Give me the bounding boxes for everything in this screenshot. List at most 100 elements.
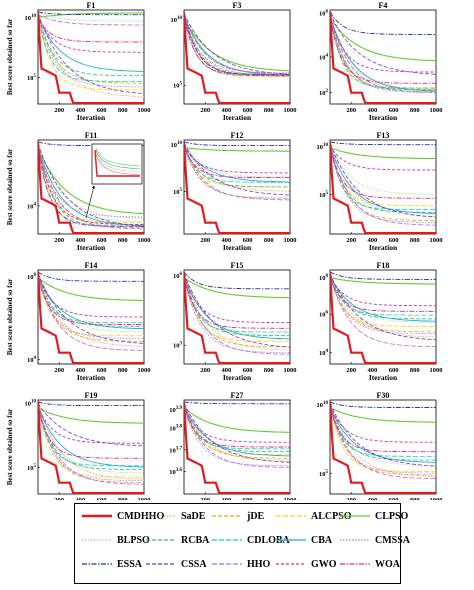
x-tick-label: 400 <box>76 107 86 114</box>
series-line-alcpso <box>330 146 436 207</box>
series-line-cmdhho <box>38 141 144 234</box>
y-tick-label: 1010 <box>171 141 183 149</box>
legend-swatch <box>146 539 176 541</box>
x-tick-label: 1000 <box>284 237 297 244</box>
series-line-cmssa <box>38 17 144 88</box>
series-line-blpso <box>184 141 290 178</box>
panel-f18: F18 200 400 600 800 1000 108 106 104 Iteration <box>319 261 443 382</box>
x-tick-label: 200 <box>54 367 64 374</box>
series-line-hho <box>184 404 290 468</box>
y-tick-label: 106 <box>319 311 329 319</box>
series-line-essa <box>38 401 144 407</box>
x-tick-label: 1000 <box>430 107 443 114</box>
panel-f30: F3020040060080010001010105Iteration <box>317 391 443 500</box>
x-axis-label: Iteration <box>77 373 106 382</box>
series-line-gwo <box>38 405 144 444</box>
series-line-jde <box>184 14 290 76</box>
series-lines <box>38 271 144 364</box>
y-tick-label: 105 <box>27 464 37 472</box>
series-line-gwo <box>330 405 436 443</box>
x-tick-label: 600 <box>243 367 253 374</box>
y-tick-exponent: 5 <box>34 74 37 79</box>
inset-curve <box>95 147 141 167</box>
series-line-blpso <box>330 11 436 91</box>
y-tick-label: 1010 <box>25 399 37 407</box>
series-line-essa <box>184 401 290 405</box>
legend-item-cmdhho: CMDHHO <box>81 509 164 523</box>
series-line-cba <box>184 275 290 340</box>
y-tick-exponent: 5 <box>180 188 183 193</box>
series-line-hho <box>38 144 144 230</box>
series-line-gwo <box>330 275 436 307</box>
y-tick-exponent: 8 <box>326 274 329 279</box>
series-line-jde <box>330 404 436 476</box>
series-line-alcpso <box>184 276 290 342</box>
y-tick-label: 106 <box>173 272 183 280</box>
plot-frame <box>183 399 291 495</box>
x-tick-label: 400 <box>222 237 232 244</box>
y-tick-exponent: 4 <box>326 54 329 59</box>
y-tick-label: 1010 <box>25 14 37 22</box>
legend-label: WOA <box>375 558 400 570</box>
series-line-cssa <box>38 403 144 447</box>
series-line-woa <box>184 147 290 179</box>
legend-swatch <box>146 563 176 565</box>
y-tick-exponent: 5 <box>326 470 329 475</box>
x-axis-label: Iteration <box>369 113 398 122</box>
series-line-gwo <box>38 146 144 225</box>
series-lines <box>184 11 290 104</box>
legend-swatch <box>212 515 242 517</box>
y-tick-label: 103.6 <box>169 468 182 476</box>
legend-swatch <box>340 539 370 541</box>
x-axis-label: Iteration <box>223 243 252 252</box>
x-tick-label: 1000 <box>284 497 297 500</box>
series-line-gwo <box>184 145 290 174</box>
series-lines <box>184 141 290 234</box>
panel-title: F19 <box>85 391 98 400</box>
series-line-cmdhho <box>330 11 436 104</box>
legend-label: SaDE <box>181 510 206 522</box>
series-line-cmssa <box>330 147 436 224</box>
series-line-gwo <box>38 275 144 318</box>
series-line-hho <box>38 14 144 26</box>
legend-item-gwo: GWO <box>275 557 337 571</box>
x-axis-label: Iteration <box>223 113 252 122</box>
y-tick-exponent: 4 <box>34 356 37 361</box>
legend-swatch <box>212 539 242 541</box>
series-line-rcba <box>330 143 436 213</box>
legend-label: jDE <box>247 510 265 522</box>
y-tick-exponent: 10 <box>177 16 183 21</box>
series-line-cmssa <box>38 147 144 218</box>
x-tick-label: 600 <box>97 107 107 114</box>
series-line-cmdhho <box>184 11 290 104</box>
y-tick-label: 104 <box>27 356 37 364</box>
legend-item-blpso: BLPSO <box>81 533 150 547</box>
series-line-gwo <box>330 145 436 171</box>
legend-item-clpso: CLPSO <box>339 509 408 523</box>
series-line-gwo <box>184 405 290 443</box>
series-line-rcba <box>38 13 144 77</box>
panel-f4: F4 200 400 600 800 1000 106 104 102 Iteration <box>319 1 443 122</box>
series-line-cdloba <box>38 14 144 82</box>
legend-swatch <box>146 515 176 517</box>
y-tick-exponent: 10 <box>31 14 37 19</box>
legend-item-cssa: CSSA <box>145 557 207 571</box>
legend-label: RCBA <box>181 534 210 546</box>
x-tick-label: 200 <box>346 107 356 114</box>
series-line-essa <box>330 271 436 280</box>
y-tick-label: 105 <box>173 82 183 90</box>
x-tick-label: 600 <box>97 497 107 500</box>
series-line-essa <box>184 141 290 147</box>
legend-label: CDLOBA <box>247 534 290 546</box>
series-line-hho <box>330 14 436 93</box>
series-line-clpso <box>184 407 290 433</box>
series-line-clpso <box>330 17 436 62</box>
y-tick-exponent: 10 <box>31 399 37 404</box>
y-tick-exponent: 2 <box>326 89 329 94</box>
x-tick-label: 1000 <box>430 367 443 374</box>
y-tick-exponent: 3.9 <box>176 406 183 411</box>
series-line-jde <box>330 14 436 93</box>
series-line-essa <box>330 401 436 408</box>
series-lines <box>330 271 436 364</box>
